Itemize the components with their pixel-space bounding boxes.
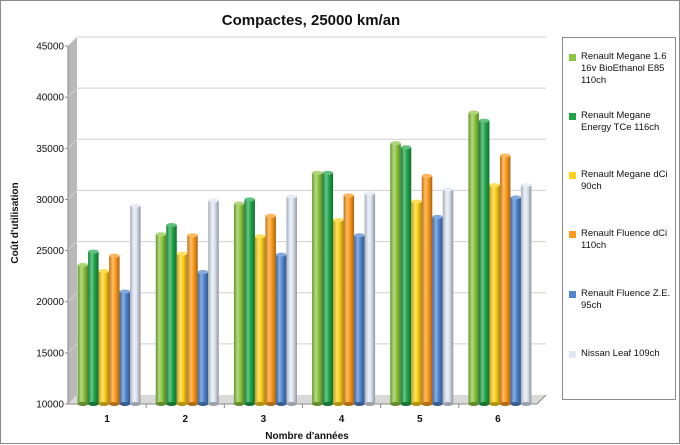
legend-swatch <box>569 231 576 238</box>
x-axis-end <box>536 394 547 405</box>
bar <box>364 191 376 406</box>
legend-item: Renault Megane Energy TCe 116ch <box>569 110 673 134</box>
plot-side-wall <box>68 37 77 404</box>
bar <box>109 253 120 406</box>
bar <box>411 199 422 406</box>
bar <box>520 183 532 406</box>
x-tick-label: 3 <box>261 414 267 425</box>
bar <box>478 118 490 406</box>
x-tick-label: 4 <box>339 414 345 425</box>
legend-label: Renault Megane Energy TCe 116ch <box>581 110 660 133</box>
y-tick-label: 25000 <box>36 246 64 257</box>
bar <box>88 249 99 406</box>
bar <box>233 201 245 406</box>
legend: Renault Megane 1.6 16v BioEthanol E85 11… <box>562 37 676 400</box>
bar <box>343 193 355 406</box>
legend-item: Nissan Leaf 109ch <box>569 348 673 360</box>
legend-label: Nissan Leaf 109ch <box>581 348 660 359</box>
y-tick-label: 10000 <box>36 400 64 411</box>
legend-item: Renault Fluence Z.E. 95ch <box>569 288 673 312</box>
legend-label: Renault Fluence Z.E. 95ch <box>581 288 671 311</box>
y-tick-label: 45000 <box>36 42 64 53</box>
bar <box>208 198 219 406</box>
x-tick-label: 5 <box>417 414 423 425</box>
bar <box>187 233 198 406</box>
legend-item: Renault Fluence dCi 110ch <box>569 228 673 252</box>
bar <box>432 214 443 406</box>
legend-label: Renault Fluence dCi 110ch <box>581 228 668 251</box>
bar <box>166 223 177 406</box>
bar <box>265 213 276 406</box>
y-tick-label: 20000 <box>36 297 64 308</box>
bar <box>244 197 255 406</box>
plot-area: 10000 15000 20000 25000 30000 35000 40000 45000… <box>36 36 547 425</box>
bar <box>98 269 110 406</box>
bar <box>499 153 511 406</box>
legend-item: Renault Megane dCi 90ch <box>569 169 673 193</box>
y-tick-label: 35000 <box>36 144 64 155</box>
gridline <box>67 189 546 200</box>
gridline <box>67 87 546 98</box>
bar <box>197 270 209 406</box>
y-axis-label: Coût d'utilisation <box>10 182 21 263</box>
legend-swatch <box>569 172 576 179</box>
bar <box>119 289 131 406</box>
bar <box>390 141 401 406</box>
gridline <box>67 36 546 47</box>
legend-item: Renault Megane 1.6 16v BioEthanol E85 11… <box>569 51 673 87</box>
bar <box>510 195 521 406</box>
gridline <box>67 292 546 303</box>
y-tick-label: 30000 <box>36 195 64 206</box>
gridline <box>67 241 546 251</box>
legend-swatch <box>569 54 576 61</box>
bar <box>286 194 297 406</box>
bar <box>322 170 334 406</box>
x-tick-label: 2 <box>182 414 188 425</box>
gridline <box>67 343 546 354</box>
legend-swatch <box>569 291 576 298</box>
bar <box>312 170 323 406</box>
legend-label: Renault Megane dCi 90ch <box>581 169 668 192</box>
bar <box>354 233 365 406</box>
legend-swatch <box>569 113 576 120</box>
bar <box>254 234 266 406</box>
x-tick-label: 6 <box>495 414 501 425</box>
bar <box>176 251 188 406</box>
chart-title: Compactes, 25000 km/an <box>222 12 400 29</box>
plot-back-wall <box>77 37 546 395</box>
bar <box>155 232 167 406</box>
bar <box>489 183 500 406</box>
x-tick-label: 1 <box>104 414 110 425</box>
bar <box>77 262 89 406</box>
bar <box>130 203 141 406</box>
legend-label: Renault Megane 1.6 16v BioEthanol E85 11… <box>581 51 667 86</box>
bar <box>333 217 344 406</box>
bar <box>400 145 412 406</box>
bar <box>468 110 479 406</box>
legend-swatch <box>569 351 576 358</box>
y-tick-label: 15000 <box>36 348 64 359</box>
bar <box>421 173 433 406</box>
x-axis-label: Nombre d'années <box>265 431 349 442</box>
gridline <box>67 138 546 149</box>
bar <box>442 187 454 406</box>
bar <box>275 252 287 406</box>
y-tick-label: 40000 <box>36 93 64 104</box>
